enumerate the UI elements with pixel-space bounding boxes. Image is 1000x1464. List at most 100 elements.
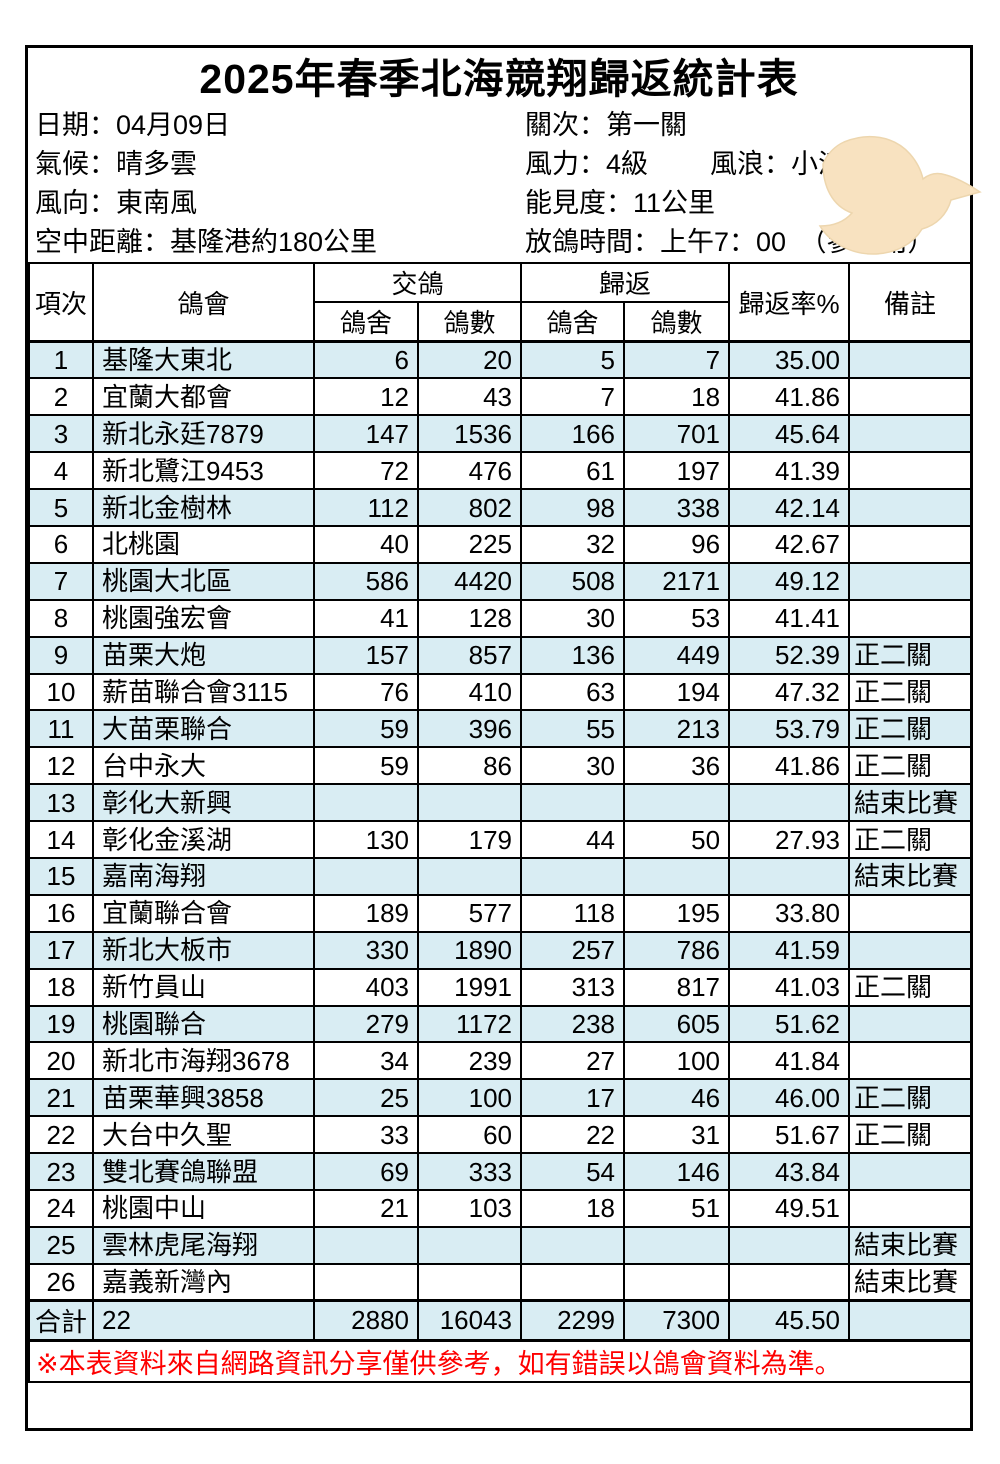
- cell-remark: 結束比賽: [848, 1262, 973, 1302]
- table-row: 8 桃園強宏會 41 128 30 53 41.41: [28, 598, 973, 638]
- cell-no: 18: [28, 967, 94, 1007]
- col-header-returned-count: 鴿數: [623, 301, 731, 343]
- cell-club: 大台中久聖: [92, 1115, 315, 1155]
- table-row: 25 雲林虎尾海翔 結束比賽: [28, 1225, 973, 1265]
- cell-no: 23: [28, 1152, 94, 1191]
- total-delivered-count: 16043: [416, 1299, 523, 1342]
- cell-d_count: 476: [416, 451, 523, 491]
- table-row: 6 北桃園 40 225 32 96 42.67: [28, 524, 973, 564]
- cell-r_lofts: 44: [520, 820, 626, 859]
- cell-r_count: [623, 783, 731, 823]
- cell-r_count: 2171: [623, 561, 731, 601]
- cell-d_lofts: [313, 1225, 419, 1265]
- cell-remark: 結束比賽: [848, 856, 973, 896]
- cell-no: 2: [28, 377, 94, 417]
- info-distance: 空中距離：基隆港約180公里: [35, 227, 378, 257]
- cell-r_lofts: 5: [520, 340, 626, 380]
- info-weather: 氣候：晴多雲: [35, 149, 197, 179]
- cell-no: 10: [28, 672, 94, 712]
- cell-r_count: 31: [623, 1115, 731, 1155]
- cell-rate: 46.00: [728, 1078, 851, 1118]
- cell-remark: [848, 340, 973, 380]
- cell-d_count: 179: [416, 820, 523, 859]
- cell-remark: 正二關: [848, 1115, 973, 1155]
- table-row: 4 新北鷺江9453 72 476 61 197 41.39: [28, 451, 973, 491]
- cell-d_lofts: 330: [313, 930, 419, 970]
- cell-r_lofts: 313: [520, 967, 626, 1007]
- cell-club: 彰化金溪湖: [92, 820, 315, 859]
- cell-rate: 27.93: [728, 820, 851, 859]
- cell-d_count: 100: [416, 1078, 523, 1118]
- cell-remark: [848, 377, 973, 417]
- cell-d_lofts: 586: [313, 561, 419, 601]
- cell-club: 宜蘭大都會: [92, 377, 315, 417]
- col-header-item: 項次: [28, 262, 94, 343]
- cell-r_count: 338: [623, 488, 731, 527]
- cell-club: 新北永廷7879: [92, 414, 315, 454]
- cell-r_lofts: 238: [520, 1004, 626, 1044]
- cell-rate: 53.79: [728, 709, 851, 749]
- cell-remark: 正二關: [848, 635, 973, 675]
- cell-r_lofts: 55: [520, 709, 626, 749]
- cell-no: 17: [28, 930, 94, 970]
- cell-remark: 正二關: [848, 967, 973, 1007]
- cell-d_count: 1991: [416, 967, 523, 1007]
- cell-r_lofts: [520, 1225, 626, 1265]
- cell-no: 25: [28, 1225, 94, 1265]
- cell-club: 薪苗聯合會3115: [92, 672, 315, 712]
- cell-rate: 49.51: [728, 1188, 851, 1228]
- cell-d_lofts: 25: [313, 1078, 419, 1118]
- cell-remark: [848, 561, 973, 601]
- table-row: 9 苗栗大炮 157 857 136 449 52.39 正二關: [28, 635, 973, 675]
- cell-d_count: 1536: [416, 414, 523, 454]
- cell-no: 13: [28, 783, 94, 823]
- cell-d_count: 410: [416, 672, 523, 712]
- cell-d_lofts: 157: [313, 635, 419, 675]
- table-row: 18 新竹員山 403 1991 313 817 41.03 正二關: [28, 967, 973, 1007]
- cell-club: 嘉南海翔: [92, 856, 315, 896]
- cell-r_lofts: 61: [520, 451, 626, 491]
- cell-club: 雙北賽鴿聯盟: [92, 1152, 315, 1191]
- cell-d_count: 239: [416, 1041, 523, 1081]
- cell-r_count: [623, 1262, 731, 1302]
- cell-d_lofts: [313, 856, 419, 896]
- cell-no: 26: [28, 1262, 94, 1302]
- cell-remark: 結束比賽: [848, 1225, 973, 1265]
- total-returned-lofts: 2299: [520, 1299, 626, 1342]
- cell-no: 4: [28, 451, 94, 491]
- cell-remark: [848, 524, 973, 564]
- cell-d_count: 43: [416, 377, 523, 417]
- cell-r_count: 213: [623, 709, 731, 749]
- info-round: 關次：第一關: [525, 110, 687, 140]
- cell-club: 北桃園: [92, 524, 315, 564]
- col-header-delivered-lofts: 鴿舍: [313, 301, 419, 343]
- cell-rate: 49.12: [728, 561, 851, 601]
- cell-d_lofts: [313, 783, 419, 823]
- cell-remark: [848, 1188, 973, 1228]
- table-row: 16 宜蘭聯合會 189 577 118 195 33.80: [28, 893, 973, 933]
- cell-club: 基隆大東北: [92, 340, 315, 380]
- info-row-3: 風向：東南風 能見度：11公里: [28, 184, 970, 223]
- cell-no: 5: [28, 488, 94, 527]
- cell-r_count: 100: [623, 1041, 731, 1081]
- cell-no: 21: [28, 1078, 94, 1118]
- col-header-returned-lofts: 鴿舍: [520, 301, 626, 343]
- stats-table: 項次 鴿會 交鴿 歸返 歸返率% 備註 鴿舍 鴿數 鴿舍 鴿數 1 基隆大東北 6 2…: [27, 262, 973, 1384]
- cell-remark: 結束比賽: [848, 783, 973, 823]
- info-visibility: 能見度：11公里: [525, 188, 716, 218]
- cell-club: 桃園中山: [92, 1188, 315, 1228]
- info-date: 日期：04月09日: [35, 110, 231, 140]
- cell-d_count: 103: [416, 1188, 523, 1228]
- table-row: 20 新北市海翔3678 34 239 27 100 41.84: [28, 1041, 973, 1081]
- cell-rate: [728, 1225, 851, 1265]
- disclaimer-row: ※本表資料來自網路資訊分享僅供參考，如有錯誤以鴿會資料為準。: [27, 1339, 973, 1384]
- cell-rate: 41.41: [728, 598, 851, 638]
- cell-d_count: 333: [416, 1152, 523, 1191]
- report-title: 2025年春季北海競翔歸返統計表: [199, 56, 799, 102]
- cell-d_lofts: 147: [313, 414, 419, 454]
- cell-rate: 52.39: [728, 635, 851, 675]
- cell-rate: 47.32: [728, 672, 851, 712]
- cell-remark: 正二關: [848, 1078, 973, 1118]
- cell-r_lofts: 508: [520, 561, 626, 601]
- table-row: 7 桃園大北區 586 4420 508 2171 49.12: [28, 561, 973, 601]
